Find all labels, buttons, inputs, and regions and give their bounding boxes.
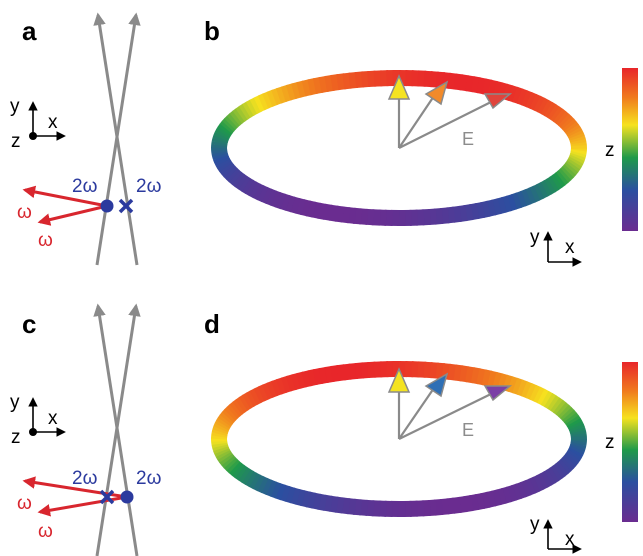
axes-icon-c: y x z [10,392,66,448]
axes-icon-d: y x [530,514,582,554]
field-vector-arrow-icon [424,372,449,398]
axes-icon-b: y x [530,227,582,267]
omega-arrow-icon [22,185,108,208]
label-omega-top: ω [17,202,32,223]
field-vector-arrow-icon [483,93,513,110]
e-field-label: E [462,129,474,149]
dot-marker-icon [100,199,114,213]
field-vector-arrow-icon [387,74,411,100]
color-ring-b [211,70,587,226]
panel-label-d: d [204,309,220,339]
cross-marker-icon [118,198,134,214]
dot-marker-icon [120,490,134,504]
colorbar-label-d: z [605,432,615,453]
label-omega-bottom: ω [38,521,53,542]
colorbar-b [622,68,638,231]
field-vector-arrow-icon [483,385,513,402]
field-vector-arrow-icon [424,80,449,106]
axes-icon-a: y x z [10,96,66,152]
colorbar-d [622,362,638,522]
omega-arrow-icon [37,204,108,226]
axis-label-z: z [11,131,21,152]
panel-label-c: c [22,309,36,339]
axis-label-y: y [530,227,540,248]
axis-label-x: x [48,112,58,133]
label-2omega-left: 2ω [72,468,98,489]
label-omega-top: ω [17,493,32,514]
panel-b: b E z y x [204,16,638,267]
axis-label-x: x [48,408,58,429]
panel-c: c y x z 2ω 2ω ω ω [10,303,162,556]
beam-arrow-icon [93,303,139,556]
label-2omega-right: 2ω [136,468,162,489]
axis-label-y: y [10,392,20,413]
label-omega-bottom: ω [38,230,53,251]
e-field-label: E [462,420,474,440]
panel-label-b: b [204,16,220,46]
axis-label-y: y [10,96,20,117]
beam-arrow-icon [93,12,139,266]
panel-d: d E z y x [204,309,638,554]
field-vector-arrow-icon [387,367,411,393]
cross-marker-icon [99,489,115,505]
axis-label-z: z [11,427,21,448]
panel-a: a y x z 2ω 2ω ω ω [10,12,162,266]
field-vectors-d: E [387,367,513,440]
color-ring-d [211,361,587,517]
field-vectors-b: E [387,74,513,149]
panel-label-a: a [22,16,37,46]
colorbar-label-b: z [605,140,615,161]
label-2omega-right: 2ω [136,176,162,197]
omega-arrow-icon [37,495,128,517]
axis-label-y: y [530,514,540,535]
axis-label-x: x [565,529,575,550]
label-2omega-left: 2ω [72,176,98,197]
axis-label-x: x [565,237,575,258]
